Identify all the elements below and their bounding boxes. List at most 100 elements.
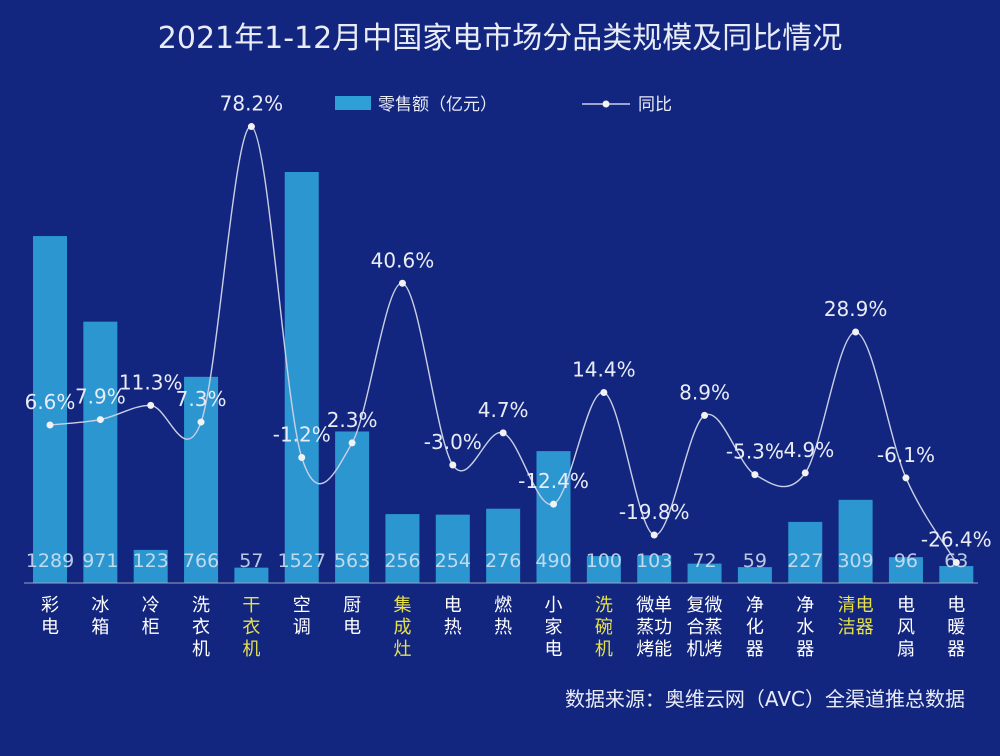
category-label: 复微 — [687, 595, 723, 616]
category-label: 烤能 — [636, 639, 672, 660]
yoy-point-7 — [398, 279, 406, 287]
category-label: 机 — [192, 639, 210, 660]
yoy-point-4 — [247, 123, 255, 131]
legend-line-label: 同比 — [638, 95, 672, 115]
category-label: 洗 — [192, 595, 210, 616]
category-label: 器 — [947, 639, 965, 660]
yoy-point-13 — [701, 411, 709, 419]
bars-layer — [33, 172, 974, 583]
yoy-point-6 — [348, 439, 356, 447]
bar-value-label: 227 — [787, 550, 823, 572]
category-label: 机 — [242, 639, 260, 660]
category-label: 箱 — [91, 617, 109, 638]
bar-12 — [637, 555, 672, 583]
category-label: 蒸功 — [636, 617, 672, 638]
bar-8 — [435, 514, 470, 583]
yoy-label: -3.0% — [424, 430, 482, 454]
bar-value-label: 309 — [837, 550, 873, 572]
category-label: 衣 — [242, 617, 260, 638]
chart-title: 2021年1-12月中国家电市场分品类规模及同比情况 — [158, 21, 842, 56]
yoy-label: 2.3% — [327, 408, 378, 432]
yoy-label: -5.3% — [726, 440, 784, 464]
yoy-label: 14.4% — [572, 357, 636, 381]
yoy-point-17 — [902, 474, 910, 482]
category-label: 碗 — [595, 617, 613, 638]
bar-value-label: 563 — [334, 550, 370, 572]
bar-17 — [888, 557, 923, 583]
category-label: 洁器 — [838, 617, 874, 638]
yoy-point-15 — [801, 469, 809, 477]
category-label: 电 — [545, 639, 563, 660]
category-label: 电 — [444, 595, 462, 616]
bar-value-label: 1289 — [26, 550, 74, 572]
category-label: 冷 — [142, 595, 160, 616]
yoy-point-16 — [852, 328, 860, 336]
yoy-point-10 — [550, 500, 557, 508]
bar-16 — [838, 499, 873, 583]
legend-line-dot — [602, 100, 610, 108]
bar-9 — [486, 508, 521, 583]
bar-value-label: 123 — [133, 550, 169, 572]
yoy-point-8 — [449, 461, 457, 469]
category-label: 燃 — [494, 595, 512, 616]
yoy-labels-layer: 6.6% 7.9%11.3%7.3% 78.2% -1.2%2.3% 40.6% -3.0… — [25, 92, 992, 552]
yoy-point-3 — [197, 418, 205, 426]
bar-value-label: 971 — [82, 550, 118, 572]
category-label: 热 — [494, 617, 512, 638]
yoy-label: -6.1% — [877, 443, 935, 467]
bar-18 — [939, 566, 974, 583]
yoy-point-9 — [499, 429, 507, 437]
category-label: 灶 — [393, 639, 411, 660]
yoy-point-1 — [96, 416, 104, 424]
category-label: 空 — [293, 595, 311, 616]
category-label: 净 — [746, 595, 764, 616]
category-label: 净 — [796, 595, 814, 616]
category-label: 小 — [545, 595, 563, 616]
bar-2 — [133, 549, 168, 583]
bar-5 — [284, 172, 319, 583]
category-label: 家 — [545, 617, 563, 638]
category-label: 暖 — [947, 617, 965, 638]
bar-15 — [788, 521, 823, 583]
bar-value-label: 100 — [586, 550, 622, 572]
category-label: 风 — [897, 617, 915, 638]
bar-value-label: 766 — [183, 550, 219, 572]
bar-10 — [536, 451, 571, 583]
category-label: 热 — [444, 617, 462, 638]
category-label: 器 — [746, 639, 764, 660]
category-label: 电 — [343, 617, 361, 638]
category-label: 调 — [293, 617, 311, 638]
bar-value-label: 276 — [485, 550, 521, 572]
yoy-point-12 — [650, 531, 658, 539]
bar-4 — [234, 567, 269, 583]
bar-value-label: 490 — [535, 550, 571, 572]
category-label: 化 — [746, 617, 764, 638]
bar-value-label: 1527 — [278, 550, 326, 572]
source-note: 数据来源：奥维云网（AVC）全渠道推总数据 — [565, 687, 965, 711]
yoy-point-14 — [751, 471, 759, 479]
bar-value-label: 72 — [692, 550, 716, 572]
bar-11 — [586, 556, 621, 583]
yoy-label: -4.9% — [776, 438, 834, 462]
yoy-point-11 — [600, 388, 608, 396]
category-labels-layer: 彩电冰箱冷柜洗衣机干衣机空调厨电集成灶电热燃热小家电洗碗机微单蒸功烤能复微合蒸机… — [41, 595, 965, 660]
bar-3 — [184, 376, 219, 583]
category-label: 干 — [242, 595, 260, 616]
yoy-label: -19.8% — [619, 500, 690, 524]
yoy-label: 11.3% — [119, 370, 183, 394]
bar-value-label: 254 — [435, 550, 471, 572]
yoy-point-0 — [46, 421, 54, 429]
bar-13 — [687, 563, 722, 583]
category-label: 洗 — [595, 595, 613, 616]
bar-value-label: 59 — [743, 550, 767, 572]
yoy-label: 6.6% — [25, 390, 76, 414]
yoy-line-layer — [46, 123, 960, 567]
yoy-label: 7.9% — [75, 385, 126, 409]
bar-0 — [33, 236, 67, 583]
category-label: 彩 — [41, 595, 59, 616]
category-label: 机 — [595, 639, 613, 660]
yoy-label: 4.7% — [478, 398, 529, 422]
category-label: 电 — [897, 595, 915, 616]
yoy-label: 8.9% — [679, 380, 730, 404]
